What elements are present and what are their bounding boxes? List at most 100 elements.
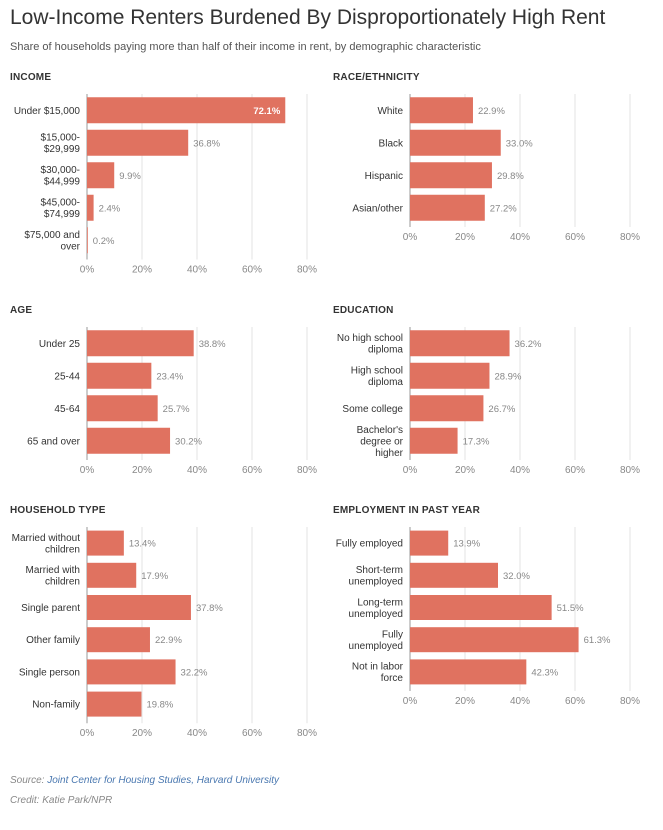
household-type-chart: HOUSEHOLD TYPE 0% 20% 40% 60% 80% 13.4% Marrie… — [10, 505, 330, 755]
value-label: 0.2% — [93, 236, 115, 247]
bar — [410, 562, 498, 588]
value-label: 2.4% — [99, 203, 121, 214]
category-label: No high school diploma — [337, 333, 404, 356]
category-label-line: unemployed — [349, 577, 403, 588]
income-chart-svg: 0% 20% 40% 60% 80% 72.1% Under $15,000 36.8% $15… — [14, 94, 317, 276]
category-label: Black — [379, 138, 404, 149]
category-label: Hispanic — [365, 171, 403, 182]
category-label: Short-term unemployed — [349, 565, 403, 588]
employment-chart-svg: 0% 20% 40% 60% 80% 13.9% Fully employed 32.0% Sh… — [336, 527, 640, 707]
category-label: Under 25 — [39, 339, 81, 350]
category-label-line: diploma — [368, 345, 403, 356]
value-label: 42.3% — [531, 667, 558, 678]
bar — [410, 530, 449, 556]
category-label-line: diploma — [368, 377, 403, 388]
x-tick-label: 20% — [455, 465, 475, 476]
value-label: 32.2% — [181, 667, 208, 678]
bar — [410, 129, 501, 156]
education-chart: EDUCATION 0% 20% 40% 60% 80% 36.2% No high sch… — [333, 305, 653, 485]
value-label: 28.9% — [494, 371, 521, 382]
bar — [87, 530, 124, 556]
category-label-line: Non-family — [32, 700, 80, 711]
category-label-line: $30,000- — [41, 165, 80, 176]
category-label-line: unemployed — [349, 609, 403, 620]
x-tick-label: 40% — [187, 265, 207, 276]
value-label: 17.9% — [141, 571, 168, 582]
x-tick-label: 40% — [510, 232, 530, 243]
category-label: Fully employed — [336, 539, 403, 550]
category-label-line: degree or — [360, 436, 403, 447]
category-label-line: higher — [375, 448, 403, 459]
category-label: Not in labor force — [352, 662, 404, 685]
value-label: 32.0% — [503, 571, 530, 582]
value-label: 26.7% — [488, 404, 515, 415]
x-tick-label: 0% — [80, 465, 95, 476]
category-label-line: children — [45, 577, 80, 588]
value-label: 13.4% — [129, 539, 156, 550]
category-label: Fully unemployed — [349, 629, 403, 652]
value-label: 25.7% — [163, 404, 190, 415]
category-label: $75,000 and over — [24, 230, 80, 253]
value-label: 13.9% — [453, 539, 480, 550]
bar — [87, 691, 142, 717]
value-label: 30.2% — [175, 436, 202, 447]
category-label-line: unemployed — [349, 641, 403, 652]
value-label: 22.9% — [478, 106, 505, 117]
category-label-line: $29,999 — [44, 144, 81, 155]
category-label: Married without children — [12, 533, 81, 556]
bar — [87, 227, 88, 254]
category-label-line: Single parent — [21, 603, 80, 614]
value-label: 27.2% — [490, 203, 517, 214]
race-ethnicity-chart: RACE/ETHNICITY 0% 20% 40% 60% 80% 22.9% White 3… — [333, 72, 653, 282]
category-label-line: Under $15,000 — [14, 106, 81, 117]
x-tick-label: 80% — [297, 465, 317, 476]
x-tick-label: 80% — [620, 465, 640, 476]
bar — [410, 362, 490, 389]
employment-chart: EMPLOYMENT IN PAST YEAR 0% 20% 40% 60% 80% 13… — [333, 505, 653, 755]
category-label: Single person — [19, 667, 80, 678]
category-label: Asian/other — [352, 203, 403, 214]
race-ethnicity-chart-title: RACE/ETHNICITY — [333, 72, 420, 83]
x-tick-label: 40% — [510, 465, 530, 476]
category-label-line: Long-term — [357, 597, 403, 608]
category-label-line: Married with — [26, 565, 80, 576]
category-label: Non-family — [32, 700, 80, 711]
bar — [87, 330, 194, 357]
category-label: High school diploma — [351, 366, 404, 389]
bar — [87, 562, 137, 588]
category-label-line: Single person — [19, 667, 80, 678]
source-link[interactable]: Joint Center for Housing Studies, Harvar… — [47, 775, 280, 786]
bar — [410, 627, 579, 653]
bar — [87, 129, 189, 156]
bar — [410, 162, 492, 189]
value-label: 17.3% — [463, 436, 490, 447]
value-label: 37.8% — [196, 603, 223, 614]
value-label: 72.1% — [253, 106, 280, 117]
education-chart-svg: 0% 20% 40% 60% 80%36.2%No high school diploma… — [337, 327, 640, 476]
category-label-line: $45,000- — [41, 198, 80, 209]
age-chart-svg: 0% 20% 40% 60% 80% 38.8% Under 25 23.4% 25-44 25.… — [27, 327, 317, 476]
category-label-line: Fully employed — [336, 539, 403, 550]
category-label-line: Other family — [26, 635, 80, 646]
x-tick-label: 0% — [403, 465, 418, 476]
category-label: $45,000-$74,999 — [41, 198, 81, 221]
category-label: Other family — [26, 635, 80, 646]
category-label: Some college — [342, 404, 403, 415]
household-type-chart-title: HOUSEHOLD TYPE — [10, 505, 106, 516]
bar — [410, 194, 485, 221]
category-label: $30,000-$44,999 — [41, 165, 81, 188]
x-tick-label: 40% — [510, 696, 530, 707]
category-label-line: Asian/other — [352, 203, 403, 214]
value-label: 22.9% — [155, 635, 182, 646]
category-label-line: $74,999 — [44, 209, 81, 220]
page-title: Low-Income Renters Burdened By Dispropor… — [10, 6, 606, 29]
category-label-line: High school — [351, 366, 403, 377]
x-tick-label: 80% — [297, 728, 317, 739]
bar — [410, 97, 473, 124]
x-tick-label: 60% — [242, 265, 262, 276]
x-tick-label: 0% — [80, 728, 95, 739]
category-label-line: Not in labor — [352, 662, 404, 673]
category-label-line: 65 and over — [27, 436, 80, 447]
value-label: 23.4% — [156, 371, 183, 382]
x-tick-label: 80% — [620, 232, 640, 243]
